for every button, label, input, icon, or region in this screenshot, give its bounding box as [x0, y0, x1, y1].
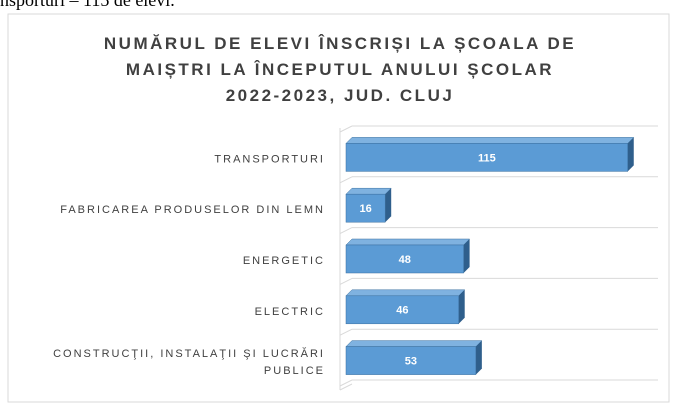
- bar-side: [475, 340, 482, 375]
- grid-line: [339, 379, 353, 387]
- caption: nsporturi – 115 de elevi.: [0, 0, 175, 10]
- y-tick-label: TRANSPORTURI: [214, 153, 325, 165]
- bar-side: [458, 289, 465, 324]
- data-label: 48: [399, 254, 411, 266]
- grid-line: [339, 328, 353, 336]
- data-label: 53: [405, 356, 417, 368]
- bar-front: [345, 346, 477, 375]
- chart-title: NUMĂRUL DE ELEVI ÎNSCRIȘI LA ȘCOALA DE MA…: [104, 34, 576, 105]
- bar-front: [345, 295, 459, 325]
- bar: [345, 289, 466, 325]
- bar: [345, 340, 483, 375]
- y-tick-label: CONSTRUCŢII, INSTALAŢII ŞI LUCRĂRI PUBLIC…: [53, 347, 325, 377]
- grid-line: [339, 176, 353, 184]
- axis-floor: [339, 383, 353, 391]
- bar: [345, 238, 471, 274]
- bar-top: [345, 289, 466, 297]
- bar: [345, 187, 392, 223]
- y-tick-label: FABRICAREA PRODUSELOR DIN LEMN: [60, 204, 325, 216]
- bar-front: [345, 244, 464, 274]
- bar-top: [345, 137, 635, 144]
- grid-line: [339, 227, 353, 235]
- bar-top: [345, 187, 392, 195]
- chart-border: [7, 13, 670, 403]
- data-label: 46: [396, 305, 408, 317]
- bar-top: [345, 340, 483, 347]
- bar-side: [463, 239, 470, 273]
- data-label: 115: [478, 152, 496, 164]
- bar-front: [345, 193, 386, 223]
- y-tick-label: ENERGETIC: [243, 255, 325, 267]
- bar-top: [345, 238, 471, 246]
- data-label: 16: [359, 203, 371, 215]
- bar-side: [627, 137, 634, 172]
- grid-line: [339, 277, 353, 285]
- grid-line: [339, 125, 353, 133]
- bar-front: [345, 143, 628, 172]
- bar: [345, 137, 635, 172]
- bar-side: [385, 188, 392, 223]
- y-tick-label: ELECTRIC: [255, 306, 325, 318]
